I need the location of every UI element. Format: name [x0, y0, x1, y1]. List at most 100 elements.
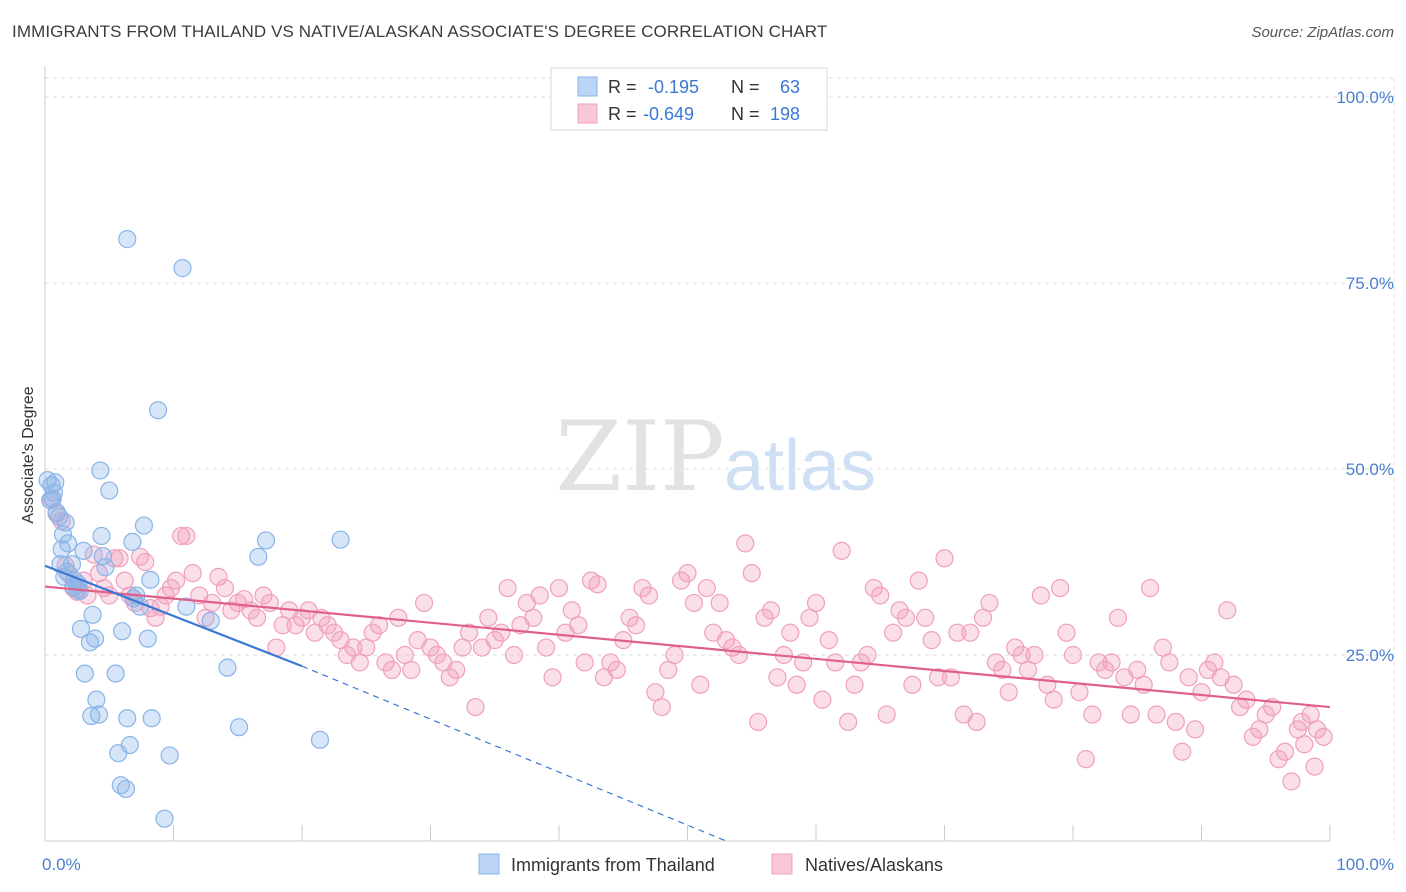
natives-point [130, 547, 150, 566]
thailand-point [134, 516, 154, 535]
natives-point [1305, 757, 1324, 776]
natives-point [1140, 578, 1160, 598]
natives-point [1006, 638, 1025, 657]
thailand-point [155, 809, 174, 828]
natives-point [813, 690, 832, 709]
natives-point [903, 675, 922, 694]
natives-point [1295, 735, 1314, 754]
natives-point [890, 601, 909, 620]
natives-point [639, 586, 659, 605]
thailand-point [92, 526, 111, 546]
natives-point [993, 660, 1012, 679]
thailand-point [138, 629, 157, 648]
thailand-point [89, 705, 109, 724]
natives-point [678, 564, 697, 583]
natives-point [967, 712, 986, 732]
natives-point [537, 638, 556, 657]
natives-point [177, 526, 196, 546]
natives-point [1057, 623, 1076, 642]
natives-point [222, 601, 241, 620]
natives-point [1031, 586, 1050, 605]
natives-point [999, 683, 1018, 702]
natives-point [806, 593, 826, 613]
natives-point [626, 616, 646, 635]
thailand-point [123, 532, 142, 552]
legend-n-label-1: N = [731, 77, 760, 97]
watermark: ZIP atlas [555, 401, 876, 513]
natives-point [247, 608, 267, 627]
legend-r-label-2: R = [608, 104, 637, 124]
natives-point [1282, 772, 1301, 791]
legend-swatch-pink [577, 103, 598, 124]
natives-point [1076, 750, 1095, 769]
natives-point [941, 668, 961, 687]
watermark-atlas: atlas [724, 426, 876, 506]
thailand-point [148, 401, 168, 420]
natives-point [1314, 727, 1333, 746]
natives-point [485, 631, 504, 650]
natives-point [1269, 750, 1288, 769]
natives-point [1256, 705, 1275, 724]
natives-point [729, 645, 749, 665]
y-tick-label: 25.0% [1346, 646, 1394, 665]
thailand-point [75, 664, 94, 683]
natives-point [691, 675, 710, 694]
thailand-point [177, 597, 196, 616]
natives-point [909, 571, 928, 590]
natives-point [1224, 675, 1243, 694]
thailand-point [106, 664, 125, 683]
natives-point [569, 616, 588, 635]
thailand-point [59, 534, 78, 553]
thailand-point [93, 546, 112, 566]
natives-point [370, 616, 389, 635]
thailand-point [229, 718, 249, 737]
natives-point [896, 608, 916, 627]
natives-point [318, 616, 337, 635]
natives-point [421, 638, 440, 657]
bottom-legend: Immigrants from Thailand Natives/Alaskan… [478, 853, 943, 875]
thailand-point [83, 605, 102, 624]
stats-legend: R = -0.195 N = 63 R = -0.649 N = 198 [550, 67, 828, 131]
natives-point [183, 564, 202, 583]
legend-r-value-1: -0.195 [648, 77, 699, 97]
thailand-point [218, 658, 237, 677]
natives-point [549, 578, 569, 598]
natives-point [1308, 720, 1327, 739]
natives-point [215, 578, 234, 598]
legend-item-natives-swatch [771, 853, 793, 875]
natives-point [761, 601, 781, 620]
natives-point [402, 660, 421, 679]
natives-point [1292, 712, 1311, 732]
natives-point [928, 668, 948, 687]
natives-point [235, 590, 254, 609]
natives-point [588, 575, 607, 594]
thailand-point [43, 489, 62, 508]
natives-point [749, 712, 768, 732]
natives-point [1192, 683, 1211, 702]
natives-point [1147, 705, 1166, 724]
natives-point [530, 586, 549, 605]
thailand-point [116, 779, 136, 799]
legend-item-natives: Natives/Alaskans [805, 855, 943, 875]
natives-point [1108, 608, 1128, 627]
thailand-point [56, 513, 75, 532]
natives-point [1044, 690, 1063, 709]
natives-point [1063, 645, 1083, 665]
natives-point [710, 593, 729, 613]
thailand-point [71, 619, 91, 639]
thailand-point [120, 735, 139, 755]
natives-point [787, 675, 806, 694]
natives-point [1121, 705, 1140, 724]
natives-point [325, 623, 344, 642]
thailand-point [141, 570, 160, 589]
natives-point [935, 549, 954, 568]
natives-point [172, 526, 191, 546]
natives-point [575, 653, 594, 672]
natives-point [382, 660, 402, 679]
natives-point [1051, 578, 1070, 598]
natives-point [620, 608, 639, 627]
natives-point [440, 668, 459, 687]
legend-n-label-2: N = [731, 104, 760, 124]
natives-point [916, 608, 935, 627]
